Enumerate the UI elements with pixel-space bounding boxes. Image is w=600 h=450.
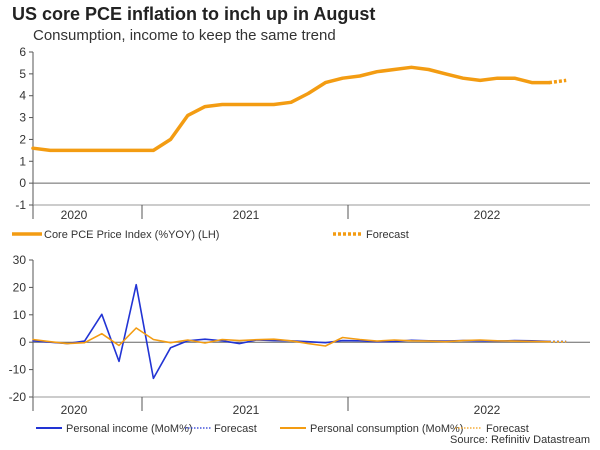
source-note: Source: Refinitiv Datastream [450,434,590,446]
y-tick-label: 5 [19,67,26,81]
chart-title: US core PCE inflation to inch up in Augu… [12,4,376,24]
y-tick-label: 6 [19,45,26,59]
y-tick-label: 10 [13,308,27,322]
legend-label: Forecast [214,423,257,435]
legend-label: Forecast [486,423,529,435]
y-tick-label: 0 [19,335,26,349]
x-tick-label: 2020 [61,208,88,222]
y-tick-label: 3 [19,111,26,125]
y-tick-label: -20 [9,390,27,404]
y-tick-label: 0 [19,176,26,190]
legend-label: Core PCE Price Index (%YOY) (LH) [44,229,219,241]
legend-label: Personal consumption (MoM%) [310,423,463,435]
series-line-forecast [548,78,567,85]
x-tick-label: 2022 [474,403,501,417]
y-tick-label: 30 [13,253,27,267]
x-tick-label: 2021 [233,403,260,417]
series-line-personal-income-mom [32,283,550,380]
chart-subtitle: Consumption, income to keep the same tre… [33,27,336,44]
y-tick-label: -1 [15,198,26,212]
series-line-core-pce-price-index-yoy-lh [31,65,551,153]
y-tick-label: 20 [13,280,27,294]
y-tick-label: 2 [19,132,26,146]
y-tick-label: -10 [9,363,27,377]
x-tick-label: 2021 [233,208,260,222]
legend-label: Forecast [366,229,409,241]
y-tick-label: 4 [19,89,26,103]
x-tick-label: 2020 [61,403,88,417]
y-tick-label: 1 [19,154,26,168]
series-line-personal-consumption-mom [32,327,550,347]
legend-label: Personal income (MoM%) [66,423,193,435]
x-tick-label: 2022 [474,208,501,222]
